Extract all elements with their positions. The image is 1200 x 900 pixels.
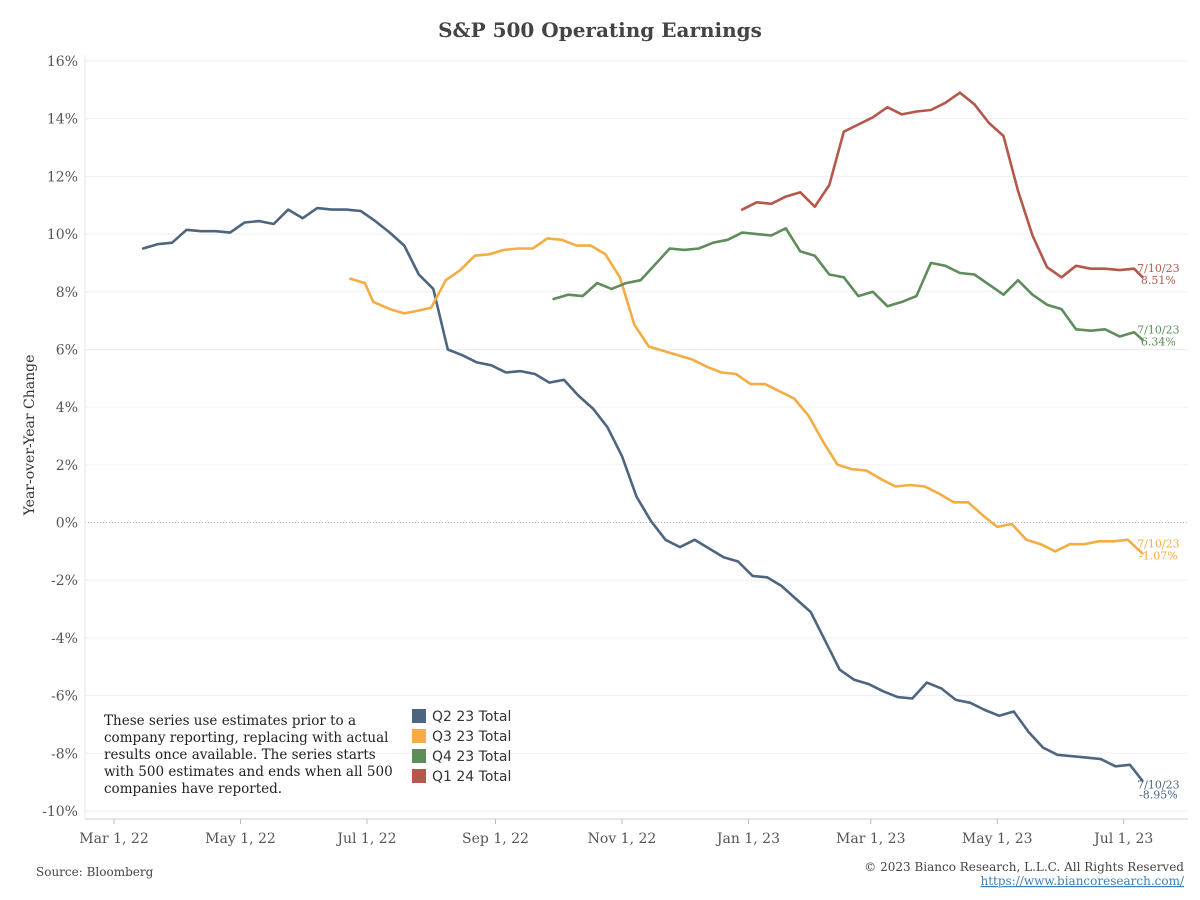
series-line-q4-23-total [552, 227, 1144, 342]
y-tick-label: 8% [56, 285, 78, 301]
y-tick-label: -2% [51, 573, 78, 589]
legend-swatch [412, 749, 426, 763]
annotation-note: These series use estimates prior to a co… [104, 713, 393, 797]
x-axis: Mar 1, 22 May 1, 22 Jul 1, 22 Sep 1, 22 Nov … [79, 819, 1153, 847]
note-line: companies have reported. [104, 781, 282, 797]
x-tick-label: Jul 1, 23 [1092, 831, 1153, 847]
y-tick-label: -6% [51, 689, 78, 705]
end-labels: 7/10/23-8.95%7/10/23-1.07%7/10/236.34%7/… [1137, 262, 1179, 802]
legend-label: Q1 24 Total [432, 769, 511, 785]
x-tick-label: Jul 1, 22 [335, 831, 396, 847]
end-value-label: 6.34% [1141, 336, 1176, 349]
note-line: with 500 estimates and ends when all 500 [104, 764, 393, 780]
y-axis-label: Year-over-Year Change [22, 355, 38, 517]
legend-swatch [412, 709, 426, 723]
legend-label: Q2 23 Total [432, 709, 511, 725]
y-tick-label: -4% [51, 631, 78, 647]
gridlines [84, 55, 1188, 820]
y-tick-label: 2% [56, 458, 78, 474]
series-lines [141, 91, 1144, 783]
note-line: These series use estimates prior to a [104, 713, 356, 729]
y-tick-label: -10% [42, 804, 78, 820]
end-date-label: 7/10/23 [1137, 262, 1179, 275]
end-value-label: 8.51% [1141, 274, 1176, 287]
website-link[interactable]: https://www.biancoresearch.com/ [980, 874, 1184, 888]
series-line-q3-23-total [349, 237, 1144, 555]
x-tick-label: Nov 1, 22 [588, 831, 657, 847]
legend-swatch [412, 729, 426, 743]
end-date-label: 7/10/23 [1137, 324, 1179, 337]
y-tick-label: 16% [47, 54, 78, 70]
y-tick-label: 4% [56, 400, 78, 416]
y-tick-label: 14% [47, 112, 78, 128]
y-tick-label: 0% [56, 516, 78, 532]
x-tick-label: May 1, 22 [205, 831, 276, 847]
chart-title: S&P 500 Operating Earnings [438, 18, 762, 42]
note-line: company reporting, replacing with actual [104, 730, 388, 746]
x-tick-label: Jan 1, 23 [715, 831, 780, 847]
x-tick-label: Mar 1, 22 [79, 831, 148, 847]
y-tick-label: 10% [47, 227, 78, 243]
x-tick-label: Sep 1, 22 [462, 831, 529, 847]
end-value-label: -8.95% [1139, 789, 1178, 802]
copyright: © 2023 Bianco Research, L.L.C. All Right… [864, 860, 1184, 874]
y-tick-label: 12% [47, 169, 78, 185]
legend-label: Q4 23 Total [432, 749, 511, 765]
y-tick-label: -8% [51, 746, 78, 762]
series-line-q2-23-total [141, 206, 1144, 783]
series-line-q1-24-total [740, 91, 1144, 279]
source-note: Source: Bloomberg [36, 865, 154, 879]
legend-swatch [412, 769, 426, 783]
note-line: results once available. The series start… [104, 747, 376, 763]
legend-label: Q3 23 Total [432, 729, 511, 745]
end-date-label: 7/10/23 [1137, 537, 1179, 550]
x-tick-label: Mar 1, 23 [836, 831, 905, 847]
y-tick-label: 6% [56, 342, 78, 358]
x-tick-label: May 1, 23 [962, 831, 1033, 847]
y-axis: 16% 14% 12% 10% 8% 6% 4% 2% 0% -2% -4% -6% -8% -10% [42, 54, 78, 820]
plot-area [85, 55, 1188, 819]
end-value-label: -1.07% [1139, 549, 1178, 562]
legend: Q2 23 Total Q3 23 Total Q4 23 Total Q1 24 T… [412, 709, 511, 785]
end-date-label: 7/10/23 [1137, 779, 1179, 792]
